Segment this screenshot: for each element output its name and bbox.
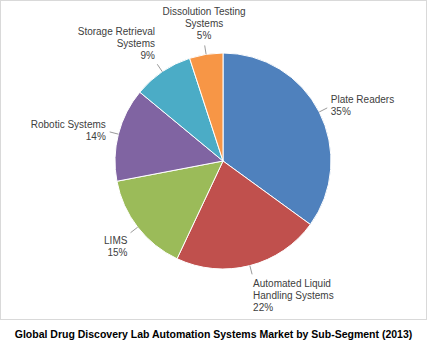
svg-text:Plate Readers35%: Plate Readers35% <box>331 94 394 117</box>
html-text:Global Drug Discovery Lab Auto: Global Drug Discovery Lab Automation Sys… <box>14 328 413 340</box>
svg-text:Robotic Systems14%: Robotic Systems14% <box>31 119 106 142</box>
svg-text:Dissolution TestingSystems5%: Dissolution TestingSystems5% <box>162 6 245 41</box>
svg-text:Storage RetrievalSystems9%: Storage RetrievalSystems9% <box>78 26 155 61</box>
svg-text:LIMS15%: LIMS15% <box>104 235 128 258</box>
svg-text:Automated LiquidHandling Syste: Automated LiquidHandling Systems22% <box>253 278 334 313</box>
